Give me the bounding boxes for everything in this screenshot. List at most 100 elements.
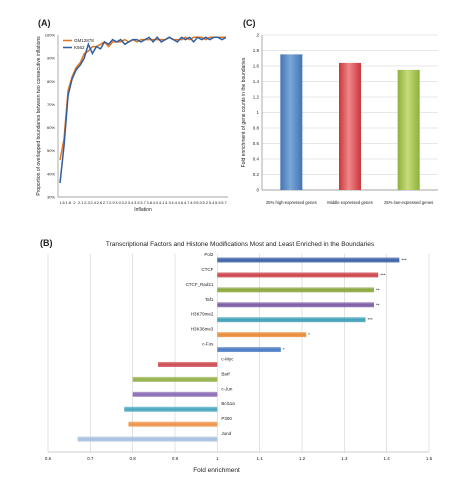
panel-a-line-chart: (A)30%40%50%60%70%80%90%100%1.6 1.8 2 2.1 2.… [36, 18, 228, 213]
x-tick-label: 2 [73, 200, 76, 205]
x-tick-label: 3.8 [146, 200, 152, 205]
y-tick-label: 90% [47, 56, 55, 61]
x-tick-label: 0.7 [87, 456, 94, 461]
category-label: Taf1 [205, 297, 214, 302]
panel-b-horizontal-bar-chart: (B) Transcriptional Factors and Histone M… [40, 238, 433, 474]
x-tick-label: 4.6 [178, 200, 184, 205]
y-tick-label: 100% [45, 33, 56, 38]
x-tick-label: 2.6 [97, 200, 103, 205]
significance-mark: *** [401, 258, 407, 263]
y-tick-label: 0.4 [253, 157, 260, 162]
bar-c-myc [158, 361, 218, 367]
bar-0 [280, 54, 303, 190]
y-tick-label: 0.6 [253, 141, 260, 146]
chart-title: Transcriptional Factors and Histone Modi… [106, 241, 375, 248]
x-tick-label: 0.8 [130, 456, 137, 461]
series-line-k562 [59, 36, 227, 184]
category-label: Jund [221, 431, 231, 436]
legend-entry: GM12878 [74, 38, 94, 43]
significance-mark: * [308, 332, 310, 337]
bar-bcl11a [124, 406, 218, 412]
category-label: c-Myc [221, 356, 234, 361]
category-label: c-Fos [202, 342, 214, 347]
bar-pol2 [217, 257, 400, 263]
panel-label-c: (C) [243, 18, 256, 28]
bar-h3k79me2 [217, 317, 366, 323]
x-tick-label: 3.7 [140, 200, 146, 205]
bar-ctcf_rad21 [217, 287, 374, 293]
x-tick-label: 3.4 [128, 200, 134, 205]
bar-taf1 [217, 302, 374, 308]
x-tick-label: 0.9 [172, 456, 179, 461]
y-axis-label: Fold enrichment of gene counts in the bo… [241, 57, 247, 167]
y-tick-label: 0 [256, 188, 259, 193]
x-tick-label: 1.8 [65, 200, 71, 205]
x-tick-label: 1 [216, 456, 219, 461]
y-tick-label: 70% [47, 102, 55, 107]
y-tick-label: 1 [256, 110, 259, 115]
bar-2 [397, 69, 420, 190]
bar-c-fos [217, 347, 281, 353]
category-label: CTCF_Rad21 [186, 282, 214, 287]
y-tick-label: 1.4 [253, 79, 260, 84]
x-tick-label: 4.4 [171, 200, 177, 205]
x-tick-label: 5.2 [203, 200, 209, 205]
category-label: Barf [221, 371, 230, 376]
y-tick-label: 80% [47, 79, 55, 84]
x-tick-label: 4.7 [184, 200, 190, 205]
y-tick-label: 30% [47, 195, 55, 200]
panel-label-a: (A) [38, 18, 51, 28]
y-tick-label: 0.8 [253, 126, 260, 131]
category-label: P300 [221, 416, 232, 421]
legend-entry: K562 [74, 45, 85, 50]
x-tick-label: 2.3 [84, 200, 90, 205]
x-tick-label: 2.1 [78, 200, 84, 205]
y-tick-label: 1.2 [253, 95, 260, 100]
bar-p300 [128, 421, 218, 427]
y-tick-label: 60% [47, 125, 55, 130]
x-tick-label: 4.9 [190, 200, 196, 205]
x-tick-label: 1.2 [299, 456, 306, 461]
bar-1 [339, 62, 361, 190]
y-tick-label: 50% [47, 148, 55, 153]
bar-c-jun [132, 391, 218, 397]
category-label: Bcl11a [221, 401, 235, 406]
category-label: 25% high-expressed genes [266, 200, 317, 205]
x-tick-label: 4.3 [165, 200, 171, 205]
x-tick-label: 1.6 [59, 200, 65, 205]
y-tick-label: 2 [256, 33, 259, 38]
x-tick-label: 1.5 [426, 456, 433, 461]
bar-barf [132, 376, 218, 382]
y-axis-label: Proportion of overlapped boundaries betw… [36, 36, 42, 196]
category-label: CTCF [201, 267, 213, 272]
x-tick-label: 1.3 [341, 456, 348, 461]
panel-label-b: (B) [40, 238, 53, 248]
bar-jund [77, 436, 218, 442]
x-tick-label: 3.0 [115, 200, 121, 205]
category-label: H3K79me2 [191, 312, 214, 317]
y-tick-label: 0.2 [253, 172, 260, 177]
y-tick-label: 1.6 [253, 64, 260, 69]
x-tick-label: 4.0 [153, 200, 159, 205]
x-tick-label: 2.7 [103, 200, 109, 205]
x-tick-label: 3.5 [134, 200, 140, 205]
significance-mark: *** [380, 272, 386, 277]
x-tick-label: 5.7 [221, 200, 227, 205]
x-tick-label: 5.0 [196, 200, 202, 205]
category-label: Middle expressed genes [327, 200, 372, 205]
x-tick-label: 1.1 [257, 456, 264, 461]
x-tick-label: 3.2 [122, 200, 128, 205]
bar-h3k36me3 [217, 332, 307, 338]
category-label: Pol2 [204, 252, 214, 257]
x-tick-label: 5.4 [209, 200, 215, 205]
x-tick-label: 0.6 [45, 456, 52, 461]
panel-c-bar-chart: (C) 0 0.2 0.4 0.6 0.8 1 1.2 1.4 1.6 1.8 2 Fold enric… [241, 18, 438, 205]
x-tick-label: 5.5 [215, 200, 221, 205]
significance-mark: * [283, 347, 285, 352]
y-tick-label: 1.8 [253, 48, 260, 53]
y-tick-label: 40% [47, 171, 55, 176]
category-label: 25% low-expressed genes [384, 200, 433, 205]
x-tick-label: 4.1 [159, 200, 165, 205]
x-tick-label: 2.9 [109, 200, 115, 205]
